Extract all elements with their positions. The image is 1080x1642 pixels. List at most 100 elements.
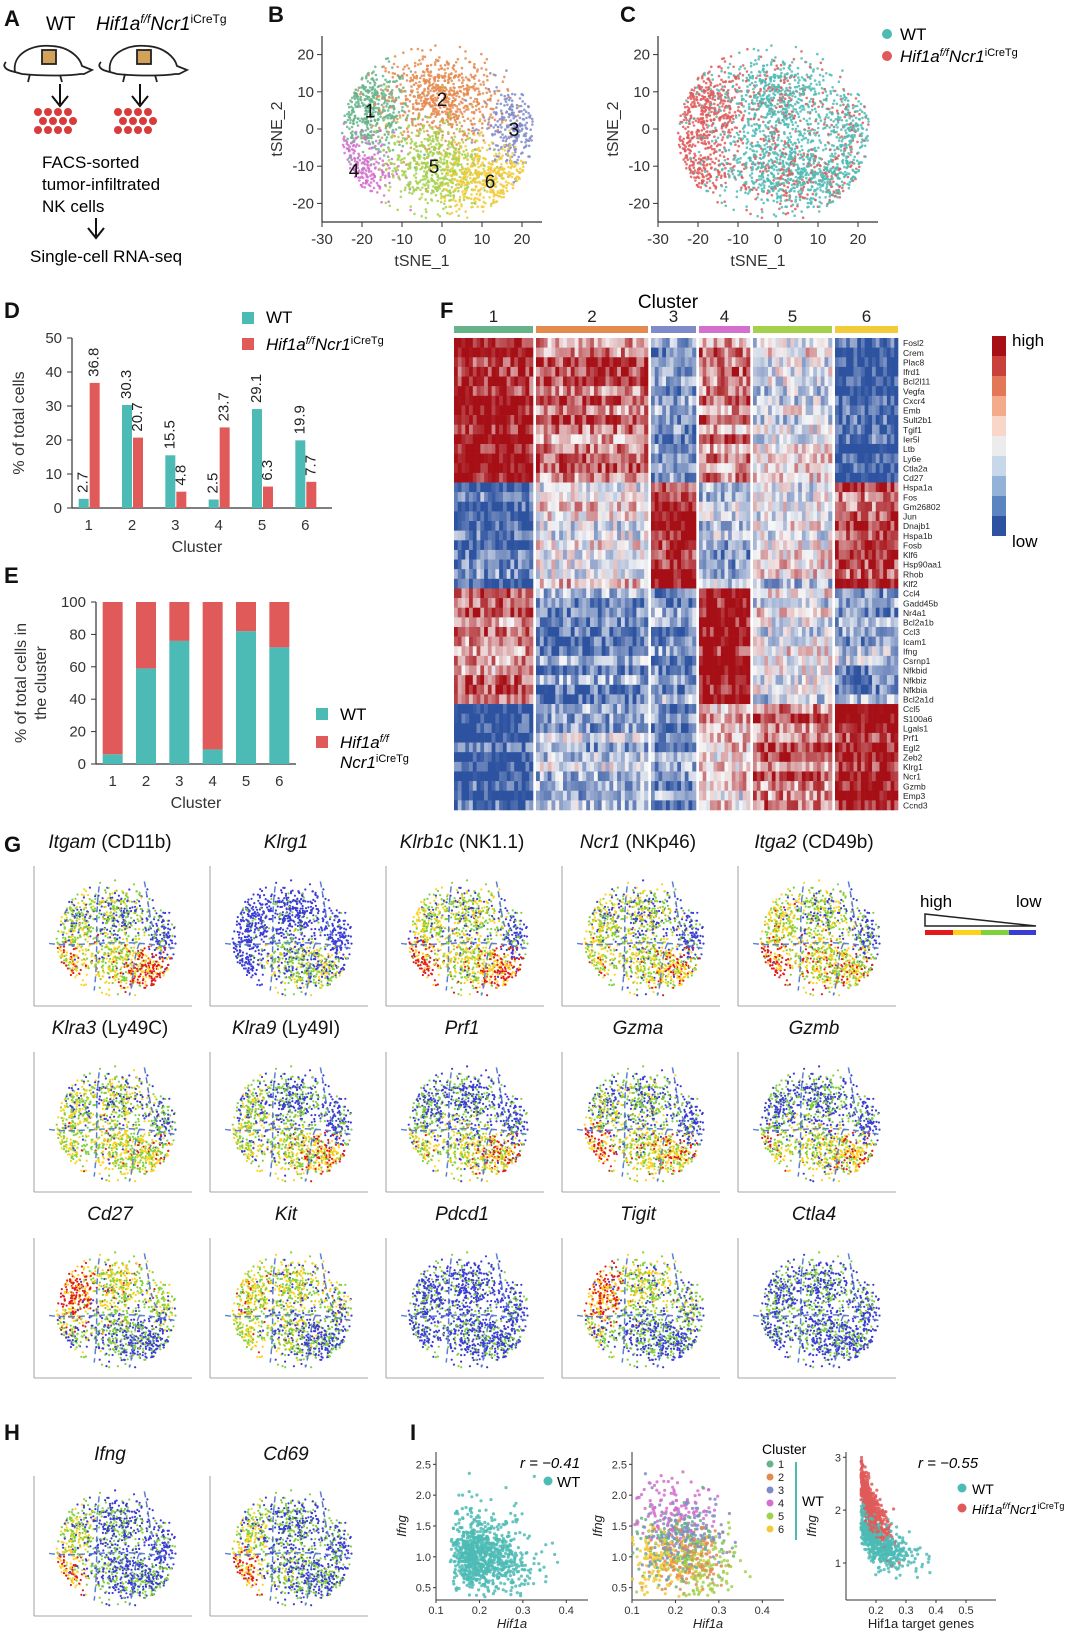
cluster-2-point (441, 111, 444, 114)
cluster-2-point (473, 100, 476, 103)
cluster-2-point (416, 103, 419, 106)
cluster-2-point (430, 113, 433, 116)
cluster-1-point (369, 131, 372, 134)
cluster-2-point (439, 124, 442, 127)
cluster-2-point (419, 84, 422, 87)
cluster-1-point (351, 97, 354, 100)
cluster-1-point (347, 119, 350, 122)
cluster-2-point (419, 77, 422, 80)
cluster-2-point (452, 66, 455, 69)
cluster-2-point (388, 96, 391, 99)
cluster-3-point (500, 94, 503, 97)
cluster-2-point (397, 74, 400, 77)
cluster-2-point (406, 105, 409, 108)
cluster-2-point (424, 79, 427, 82)
cell-dot (69, 117, 77, 125)
cluster-2-point (507, 89, 510, 92)
cluster-1-point (401, 106, 404, 109)
cluster-2-point (466, 135, 469, 138)
cluster-2-point (417, 123, 420, 126)
cluster-2-point (462, 85, 465, 88)
cluster-2-point (457, 92, 460, 95)
mouse-ko-icon (99, 46, 187, 82)
cluster-1-point (385, 115, 388, 118)
cluster-2-point (490, 94, 493, 97)
cluster-1-point (379, 115, 382, 118)
cluster-2-point (479, 83, 482, 86)
cluster-2-point (451, 106, 454, 109)
cell-dot (44, 126, 52, 134)
cluster-2-point (419, 109, 422, 112)
cluster-1-point (372, 70, 375, 73)
cluster-3-point (522, 113, 525, 116)
cluster-1-point (355, 106, 358, 109)
cluster-2-point (432, 86, 435, 89)
cluster-2-point (472, 76, 475, 79)
cluster-1-point (369, 86, 372, 89)
cluster-2-point (427, 86, 430, 89)
cluster-3-point (502, 139, 505, 142)
cluster-2-point (503, 76, 506, 79)
cluster-2-point (448, 73, 451, 76)
cluster-3-point (483, 116, 486, 119)
cluster-2-point (458, 148, 461, 151)
wt-label: WT (46, 14, 76, 35)
cluster-2-point (431, 121, 434, 124)
cluster-2-point (446, 148, 449, 151)
cluster-2-point (371, 124, 374, 127)
cluster-2-point (454, 113, 457, 116)
panel-a: A WT Hif1af/fNcr1iCreTg FACS-sorted tumo… (4, 6, 227, 266)
cluster-2-point (472, 117, 475, 120)
cluster-2-point (485, 87, 488, 90)
cluster-2-point (450, 110, 453, 113)
cluster-2-point (453, 90, 456, 93)
cluster-1-point (392, 129, 395, 132)
cluster-2-point (473, 123, 476, 126)
cluster-2-point (417, 48, 420, 51)
cluster-2-point (485, 68, 488, 71)
cluster-2-point (457, 117, 460, 120)
cluster-1-point (346, 138, 349, 141)
cluster-2-point (475, 105, 478, 108)
cluster-2-point (418, 59, 421, 62)
cluster-1-point (345, 121, 348, 124)
cell-dot (144, 126, 152, 134)
cluster-1-point (377, 119, 380, 122)
cluster-2-point (461, 67, 464, 70)
cluster-1-point (388, 60, 391, 63)
cluster-1-point (376, 90, 379, 93)
cluster-1-point (358, 86, 361, 89)
cluster-3-point (488, 118, 491, 121)
cluster-2-point (437, 112, 440, 115)
cluster-1-point (384, 79, 387, 82)
cluster-2-point (399, 83, 402, 86)
cluster-2-point (448, 90, 451, 93)
cluster-2-point (413, 76, 416, 79)
cluster-1-point (402, 86, 405, 89)
cluster-3-point (501, 112, 504, 115)
cluster-2-point (420, 99, 423, 102)
cluster-1-point (354, 103, 357, 106)
cluster-2-point (465, 76, 468, 79)
cluster-2-point (431, 84, 434, 87)
cluster-2-point (455, 105, 458, 108)
cluster-1-point (367, 133, 370, 136)
cluster-2-point (419, 97, 422, 100)
cluster-3-point (514, 93, 517, 96)
cluster-1-point (387, 57, 390, 60)
cluster-3-point (496, 155, 499, 158)
cluster-2-point (458, 130, 461, 133)
cluster-2-point (472, 87, 475, 90)
cluster-2-point (407, 130, 410, 133)
cluster-2-point (455, 70, 458, 73)
cluster-2-point (410, 146, 413, 149)
cluster-2-point (429, 71, 432, 74)
cluster-2-point (434, 125, 437, 128)
cluster-2-point (401, 75, 404, 78)
cluster-1-point (348, 111, 351, 114)
cluster-2-point (411, 91, 414, 94)
cluster-3-point (531, 120, 534, 123)
cluster-2-point (438, 68, 441, 71)
cluster-2-point (468, 129, 471, 132)
cluster-2-point (423, 106, 426, 109)
